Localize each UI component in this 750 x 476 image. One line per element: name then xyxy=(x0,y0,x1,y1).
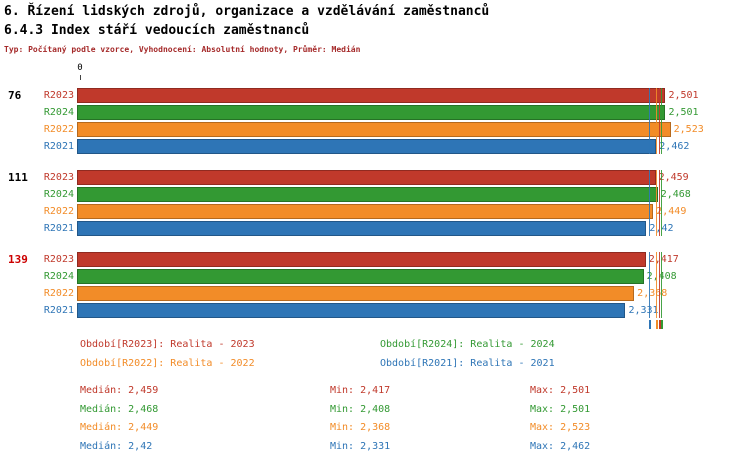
bar-row: R2024 2,501 xyxy=(0,105,750,120)
stats-max-value: Max: 2,501 xyxy=(530,403,591,415)
stats-max-value: Max: 2,523 xyxy=(530,422,591,433)
series-label: R2022 xyxy=(43,288,74,299)
bar-value-label: 2,368 xyxy=(637,288,668,299)
stats-median-value: Medián: 2,459 xyxy=(80,385,159,396)
bar-value-label: 2,501 xyxy=(668,90,699,101)
median-axis-tick xyxy=(649,320,652,329)
median-marker-line xyxy=(656,170,658,236)
group-label: 76 xyxy=(8,89,22,102)
bar-R2022 xyxy=(77,204,654,219)
chart-subtitle: Typ: Počítaný podle vzorce, Vyhodnocení:… xyxy=(4,45,361,54)
median-marker-line xyxy=(660,170,662,236)
series-label: R2024 xyxy=(43,107,74,118)
series-label: R2022 xyxy=(43,124,74,135)
median-marker-line xyxy=(649,88,651,154)
stats-row-R2022: Medián: 2,449 Min: 2,368 Max: 2,523 xyxy=(80,422,680,441)
bar-R2022 xyxy=(77,286,635,301)
series-label: R2024 xyxy=(43,271,74,282)
bar-R2024 xyxy=(77,105,666,120)
median-marker-line xyxy=(649,252,651,318)
bar-R2023 xyxy=(77,252,646,267)
stats-row-R2021: Medián: 2,42 Min: 2,331 Max: 2,462 xyxy=(80,441,680,460)
bar-chart-plot-area: 76 R2023 2,501 R2024 2,501 R2022 2,523 R2021 2,4… xyxy=(0,88,750,334)
median-marker-line xyxy=(660,88,662,154)
chart-title-line2: 6.4.3 Index stáří vedoucích zaměstnanců xyxy=(4,23,310,38)
legend-item-R2022: Období[R2022]: Realita - 2022 xyxy=(80,358,255,369)
bar-value-label: 2,459 xyxy=(658,172,689,183)
legend-item-R2024: Období[R2024]: Realita - 2024 xyxy=(380,339,555,350)
legend: Období[R2023]: Realita - 2023 Období[R202… xyxy=(80,339,680,369)
stats-median-value: Medián: 2,449 xyxy=(80,422,159,433)
bar-row: R2023 2,417 xyxy=(0,252,750,267)
x-axis-zero-tick xyxy=(80,75,81,80)
series-label: R2021 xyxy=(43,223,74,234)
bar-row: R2024 2,468 xyxy=(0,187,750,202)
median-axis-tick xyxy=(658,320,661,329)
bar-row: R2023 2,501 xyxy=(0,88,750,103)
bar-value-label: 2,331 xyxy=(628,305,659,316)
chart-title-line1: 6. Řízení lidských zdrojů, organizace a … xyxy=(4,4,490,19)
series-label: R2021 xyxy=(43,305,74,316)
bar-value-label: 2,462 xyxy=(659,141,690,152)
bar-row: R2022 2,449 xyxy=(0,204,750,219)
bar-value-label: 2,468 xyxy=(660,189,691,200)
bar-group: 111 R2023 2,459 R2024 2,468 R2022 2,449 R20212,… xyxy=(0,170,750,238)
group-label: 111 xyxy=(8,171,28,184)
median-marker-line xyxy=(658,88,660,154)
bar-row: R2023 2,459 xyxy=(0,170,750,185)
median-marker-line xyxy=(658,170,660,236)
legend-item-R2021: Období[R2021]: Realita - 2021 xyxy=(380,358,555,369)
legend-item-R2023: Období[R2023]: Realita - 2023 xyxy=(80,339,255,350)
median-axis-ticks xyxy=(0,320,750,329)
stats-max-value: Max: 2,462 xyxy=(530,440,591,452)
bar-value-label: 2,449 xyxy=(656,206,687,217)
bar-R2021 xyxy=(77,221,647,236)
bar-row: R2021 2,331 xyxy=(0,303,750,318)
stats-row-R2024: Medián: 2,468 Min: 2,408 Max: 2,501 xyxy=(80,404,680,423)
stats-min-value: Min: 2,417 xyxy=(330,385,391,396)
stats-row-R2023: Medián: 2,459 Min: 2,417 Max: 2,501 xyxy=(80,385,680,404)
bar-value-label: 2,417 xyxy=(648,254,679,265)
series-label: R2023 xyxy=(43,254,74,265)
bar-R2022 xyxy=(77,122,671,137)
stats-median-value: Medián: 2,42 xyxy=(80,440,153,452)
median-axis-tick xyxy=(656,320,659,329)
series-label: R2021 xyxy=(43,141,74,152)
bar-row: R2022 2,368 xyxy=(0,286,750,301)
stats-min-value: Min: 2,368 xyxy=(330,422,391,433)
bar-row: R2022 2,523 xyxy=(0,122,750,137)
group-label: 139 xyxy=(8,253,28,266)
bar-R2021 xyxy=(77,139,657,154)
median-marker-line xyxy=(656,88,658,154)
series-label: R2023 xyxy=(43,90,74,101)
bar-R2021 xyxy=(77,303,626,318)
stats-min-value: Min: 2,408 xyxy=(330,403,391,415)
bar-row: R2021 2,462 xyxy=(0,139,750,154)
bar-R2024 xyxy=(77,269,644,284)
series-label: R2024 xyxy=(43,189,74,200)
bar-R2023 xyxy=(77,88,666,103)
bar-value-label: 2,501 xyxy=(668,107,699,118)
stats-median-value: Medián: 2,468 xyxy=(80,403,159,415)
x-axis-zero-label: 0 xyxy=(77,63,83,73)
series-label: R2022 xyxy=(43,206,74,217)
median-marker-line xyxy=(656,252,658,318)
median-marker-line xyxy=(658,252,660,318)
stats-table: Medián: 2,459 Min: 2,417 Max: 2,501 Medián:… xyxy=(80,385,680,459)
bar-value-label: 2,523 xyxy=(673,124,704,135)
median-axis-tick xyxy=(660,320,663,329)
stats-max-value: Max: 2,501 xyxy=(530,385,591,396)
bar-R2023 xyxy=(77,170,656,185)
median-marker-line xyxy=(649,170,651,236)
median-marker-line xyxy=(660,252,662,318)
stats-min-value: Min: 2,331 xyxy=(330,440,391,452)
series-label: R2023 xyxy=(43,172,74,183)
bar-group: 76 R2023 2,501 R2024 2,501 R2022 2,523 R2021 2,4… xyxy=(0,88,750,156)
bar-R2024 xyxy=(77,187,658,202)
